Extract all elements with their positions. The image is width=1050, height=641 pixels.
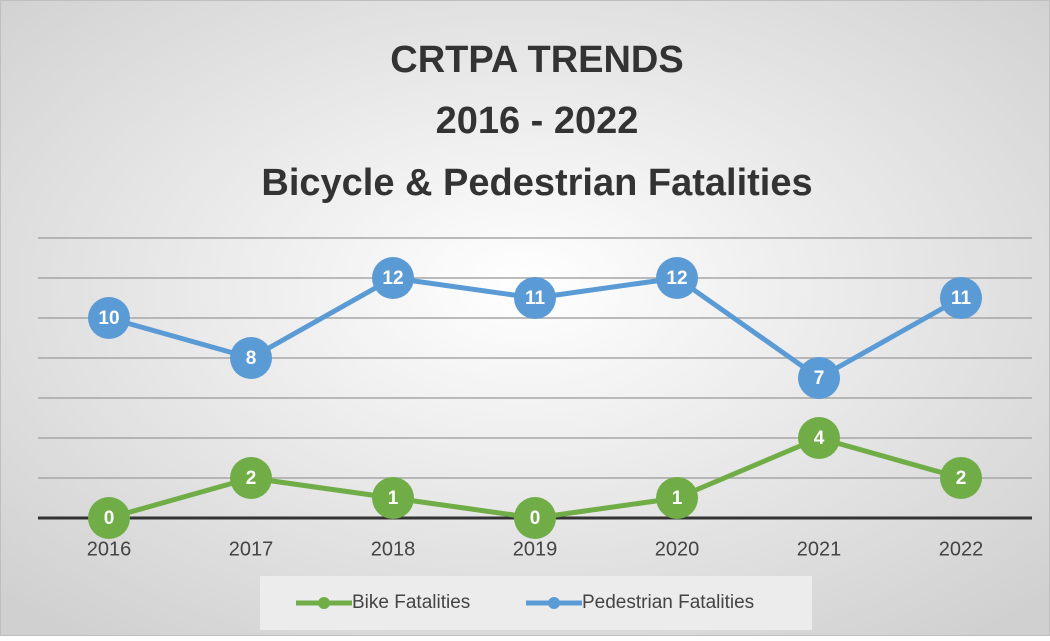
marker (372, 257, 414, 299)
data-label: 0 (104, 508, 115, 529)
data-label: 11 (525, 288, 546, 309)
x-tick-label: 2021 (797, 538, 842, 560)
data-label: 8 (246, 348, 257, 369)
data-label: 1 (672, 488, 683, 509)
marker (656, 257, 698, 299)
data-label: 2 (246, 468, 257, 489)
marker (798, 417, 840, 459)
data-label: 4 (814, 428, 825, 449)
data-label: 0 (530, 508, 541, 529)
marker (940, 457, 982, 499)
x-tick-label: 2019 (513, 538, 558, 560)
data-label: 7 (814, 368, 825, 389)
chart-title: 2016 - 2022 (436, 100, 639, 142)
data-label: 11 (951, 288, 972, 309)
data-label: 12 (382, 268, 403, 289)
x-tick-label: 2018 (371, 538, 416, 560)
legend-label: Pedestrian Fatalities (582, 592, 754, 613)
data-label: 1 (388, 488, 399, 509)
marker (514, 277, 556, 319)
marker (230, 337, 272, 379)
marker (88, 297, 130, 339)
data-label: 12 (666, 268, 687, 289)
marker (372, 477, 414, 519)
chart-title: Bicycle & Pedestrian Fatalities (261, 162, 812, 204)
legend-swatch (548, 597, 560, 609)
chart-title: CRTPA TRENDS (390, 39, 683, 81)
marker (656, 477, 698, 519)
legend-swatch (318, 597, 330, 609)
data-label: 10 (98, 308, 119, 329)
marker (940, 277, 982, 319)
marker (230, 457, 272, 499)
x-tick-label: 2016 (87, 538, 132, 560)
marker (88, 497, 130, 539)
legend-label: Bike Fatalities (352, 592, 470, 613)
marker (514, 497, 556, 539)
data-label: 2 (956, 468, 967, 489)
x-tick-label: 2017 (229, 538, 274, 560)
x-tick-label: 2020 (655, 538, 700, 560)
marker (798, 357, 840, 399)
x-tick-label: 2022 (939, 538, 984, 560)
